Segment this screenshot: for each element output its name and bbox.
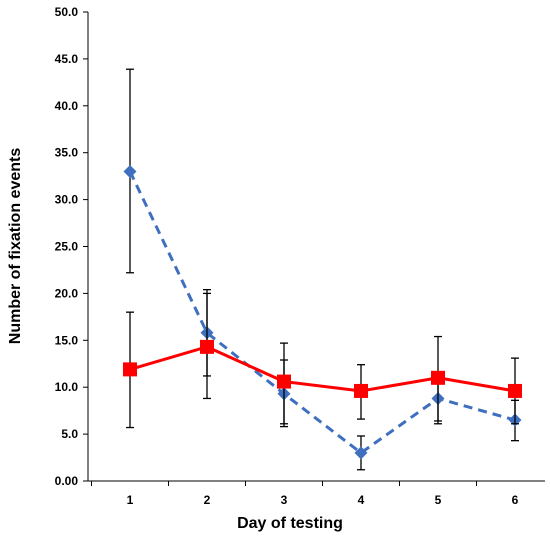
x-tick-label: 6 xyxy=(512,493,519,507)
y-tick-label: 10.0 xyxy=(55,380,79,394)
x-tick-label: 3 xyxy=(281,493,288,507)
data-point-square xyxy=(200,339,214,354)
y-tick-label: 25.0 xyxy=(55,240,79,254)
data-point-square xyxy=(354,383,368,398)
x-axis-title: Day of testing xyxy=(237,515,343,532)
series-line xyxy=(129,345,516,393)
y-tick-label: 35.0 xyxy=(55,146,79,160)
x-tick-label: 5 xyxy=(435,493,442,507)
y-tick-label: 45.0 xyxy=(55,52,79,66)
x-tick-label: 2 xyxy=(204,493,211,507)
data-point-square xyxy=(123,362,137,377)
data-point-square xyxy=(277,374,291,389)
data-point-square xyxy=(431,370,445,385)
y-tick-label: 50.0 xyxy=(55,5,79,19)
series-layer xyxy=(123,68,522,471)
y-tick-label: 0.00 xyxy=(55,474,79,488)
series-1 xyxy=(123,68,522,471)
data-point-diamond xyxy=(123,164,137,178)
y-tick-label: 20.0 xyxy=(55,286,79,300)
y-ticks: 0.00 5.0 10.0 15.0 20.0 25.0 30.0 35.0 40.0 45.0 5… xyxy=(55,5,88,488)
data-point-square xyxy=(508,383,522,398)
y-tick-label: 40.0 xyxy=(55,99,79,113)
x-tick-label: 1 xyxy=(127,493,134,507)
x-tick-label: 4 xyxy=(358,493,365,507)
data-point-diamond xyxy=(354,446,368,460)
y-tick-label: 30.0 xyxy=(55,193,79,207)
y-tick-label: 15.0 xyxy=(55,333,79,347)
series-line xyxy=(128,170,516,455)
y-tick-label: 5.0 xyxy=(61,427,78,441)
series-2 xyxy=(123,292,522,429)
x-ticks: 1 2 3 4 5 6 xyxy=(91,481,519,507)
axes xyxy=(87,12,545,482)
y-axis-title: Number of fixation events xyxy=(7,148,24,345)
